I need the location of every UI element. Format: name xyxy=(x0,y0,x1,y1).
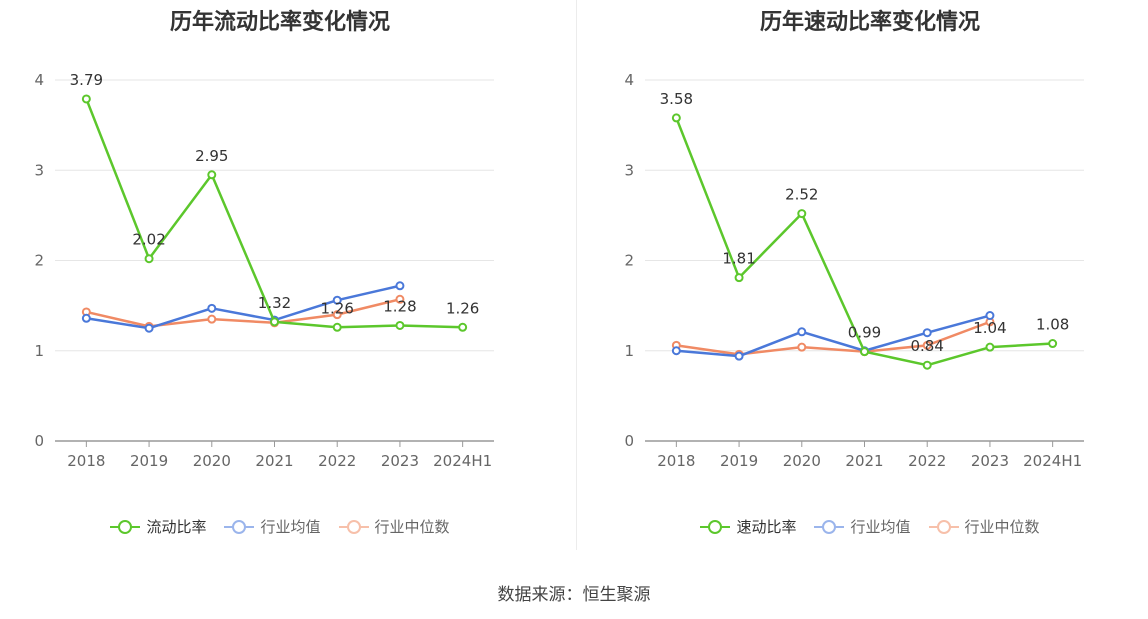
legend-item-industry-median[interactable]: 行业中位数 xyxy=(338,516,450,537)
data-label: 1.26 xyxy=(321,299,354,317)
data-point-company xyxy=(395,320,405,330)
x-tick-label: 2023 xyxy=(971,452,1009,470)
chart-title: 历年速动比率变化情况 xyxy=(759,10,980,35)
data-source: 数据来源：恒生聚源 xyxy=(497,585,651,605)
data-label: 2.52 xyxy=(785,186,818,204)
data-label: 3.79 xyxy=(70,71,103,89)
x-tick-label: 2020 xyxy=(193,452,231,470)
legend-item-industry-avg[interactable]: 行业均值 xyxy=(224,516,321,537)
y-tick-label: 2 xyxy=(624,252,634,270)
y-tick-label: 3 xyxy=(34,161,44,179)
y-tick-label: 3 xyxy=(624,161,634,179)
y-tick-label: 0 xyxy=(34,432,44,450)
data-label: 0.84 xyxy=(911,337,944,355)
x-tick-label: 2020 xyxy=(783,452,821,470)
legend-label: 行业均值 xyxy=(850,518,911,536)
y-tick-label: 1 xyxy=(34,342,44,360)
series-line-industry-avg xyxy=(676,314,991,358)
legend-marker-icon xyxy=(224,519,255,534)
legend-marker-icon xyxy=(338,519,369,534)
legend-label: 行业均值 xyxy=(260,518,321,536)
data-label: 1.32 xyxy=(258,294,291,312)
legend-label: 速动比率 xyxy=(736,518,797,536)
data-point-industry-median xyxy=(207,314,217,324)
legend: 流动比率 行业均值 行业中位数 xyxy=(0,516,560,537)
data-point-company xyxy=(270,317,279,327)
data-label: 1.81 xyxy=(722,250,755,268)
data-point-company xyxy=(860,347,869,357)
data-point-industry-avg xyxy=(985,311,995,321)
data-label: 3.58 xyxy=(660,90,693,108)
data-point-industry-median xyxy=(332,310,342,320)
data-point-company xyxy=(207,170,217,180)
y-tick-label: 4 xyxy=(624,71,634,89)
legend-item-company[interactable]: 流动比率 xyxy=(110,516,206,537)
legend-item-company[interactable]: 速动比率 xyxy=(700,516,796,537)
data-point-industry-avg xyxy=(734,351,744,361)
data-point-industry-avg xyxy=(671,346,681,356)
legend-marker-icon xyxy=(700,519,731,534)
data-point-industry-median xyxy=(922,340,932,350)
x-tick-label: 2024H1 xyxy=(433,452,492,470)
data-point-industry-avg xyxy=(81,313,91,323)
series-line-industry-median xyxy=(86,298,401,328)
x-tick-label: 2018 xyxy=(67,452,105,470)
legend-label: 行业中位数 xyxy=(964,518,1040,536)
x-tick-label: 2019 xyxy=(130,452,168,470)
x-tick-label: 2024H1 xyxy=(1023,452,1082,470)
legend-marker-icon xyxy=(928,519,959,534)
chart-title: 历年流动比率变化情况 xyxy=(169,10,390,35)
data-point-industry-median xyxy=(395,294,405,304)
y-tick-label: 2 xyxy=(34,252,44,270)
data-point-company xyxy=(985,342,995,352)
data-point-industry-avg xyxy=(207,303,217,313)
data-point-company xyxy=(144,254,154,264)
data-label: 2.95 xyxy=(195,147,228,165)
x-tick-label: 2023 xyxy=(381,452,419,470)
data-point-industry-avg xyxy=(797,327,807,337)
x-tick-label: 2018 xyxy=(657,452,695,470)
data-label: 1.28 xyxy=(383,297,416,315)
data-label: 0.99 xyxy=(848,324,881,342)
data-point-industry-avg xyxy=(332,295,342,305)
data-point-company xyxy=(332,322,342,332)
data-label: 1.04 xyxy=(973,319,1006,337)
data-point-company xyxy=(922,360,932,370)
x-tick-label: 2021 xyxy=(845,452,883,470)
current-ratio-chart: 0 1 2 3 4 2018 2019 2020 2021 2022 2023 2024H1 3.79 2… xyxy=(34,71,494,470)
data-point-company xyxy=(1048,339,1058,349)
current-ratio-panel: 历年流动比率变化情况 0 1 2 3 4 2018 2019 2020 2021 2022 2023… xyxy=(0,0,574,560)
y-tick-label: 1 xyxy=(624,342,634,360)
x-tick-label: 2019 xyxy=(720,452,758,470)
x-tick-label: 2022 xyxy=(908,452,946,470)
data-label: 1.08 xyxy=(1036,316,1069,334)
legend-label: 流动比率 xyxy=(146,518,207,536)
data-point-industry-avg xyxy=(395,281,405,291)
x-tick-label: 2022 xyxy=(318,452,356,470)
legend-label: 行业中位数 xyxy=(374,518,450,536)
legend-marker-icon xyxy=(814,519,845,534)
data-point-industry-median xyxy=(797,342,807,352)
data-point-industry-avg xyxy=(922,328,932,338)
x-tick-label: 2021 xyxy=(255,452,293,470)
panel-divider xyxy=(576,0,577,550)
data-label: 1.26 xyxy=(446,299,479,317)
legend-item-industry-median[interactable]: 行业中位数 xyxy=(928,516,1040,537)
legend: 速动比率 行业均值 行业中位数 xyxy=(590,516,1148,537)
y-tick-label: 0 xyxy=(624,432,634,450)
quick-ratio-panel: 历年速动比率变化情况 0 1 2 3 4 2018 2019 2020 2021 2022 2023… xyxy=(590,0,1148,560)
data-point-company xyxy=(81,94,91,104)
y-tick-label: 4 xyxy=(34,71,44,89)
series-line-industry-median xyxy=(676,320,991,356)
data-point-industry-avg xyxy=(144,323,154,333)
data-label: 2.02 xyxy=(132,231,165,249)
legend-item-industry-avg[interactable]: 行业均值 xyxy=(814,516,911,537)
legend-marker-icon xyxy=(110,519,141,534)
quick-ratio-chart: 0 1 2 3 4 2018 2019 2020 2021 2022 2023 2024H1 3.58 1… xyxy=(624,71,1084,470)
data-point-company xyxy=(671,113,681,123)
data-point-company xyxy=(458,322,468,332)
series-line-industry-avg xyxy=(86,284,401,330)
data-point-company xyxy=(797,209,807,219)
data-point-company xyxy=(734,273,744,283)
